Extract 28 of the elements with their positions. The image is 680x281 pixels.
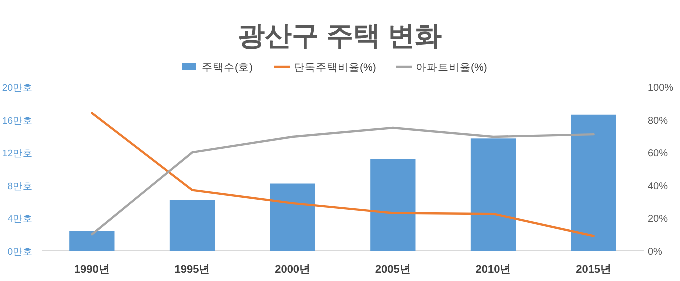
bar (270, 184, 316, 251)
y-tick-label: 4만호 (8, 214, 33, 226)
y2-tick-label: 60% (648, 148, 668, 160)
y-tick-label: 8만호 (8, 181, 33, 192)
bar (571, 114, 616, 251)
x-tick-label: 2010년 (476, 264, 512, 276)
x-tick-label: 2015년 (576, 264, 612, 276)
bar (170, 200, 216, 251)
legend-label: 아파트비율(%) (416, 62, 488, 74)
x-tick-label: 1990년 (74, 264, 110, 276)
x-tick-label: 2000년 (275, 264, 311, 276)
y2-tick-label: 20% (648, 214, 668, 226)
bar (470, 138, 516, 251)
y-tick-label: 0만호 (8, 247, 33, 258)
legend-label: 주택수(호) (202, 62, 253, 74)
legend-label: 단독주택비율(%) (294, 62, 376, 74)
x-tick-label: 2005년 (375, 264, 411, 276)
y-tick-label: 16만호 (2, 116, 33, 127)
y-tick-label: 20만호 (2, 83, 33, 94)
y2-tick-label: 40% (648, 181, 668, 192)
y2-tick-label: 100% (648, 83, 674, 94)
y2-tick-label: 0% (648, 247, 663, 258)
y2-tick-label: 80% (648, 116, 668, 127)
y-tick-label: 12만호 (2, 148, 33, 160)
x-tick-label: 1995년 (174, 264, 210, 276)
chart-title: 광산구 주택 변화 (238, 21, 442, 51)
bar (70, 231, 115, 251)
bar (370, 159, 416, 251)
